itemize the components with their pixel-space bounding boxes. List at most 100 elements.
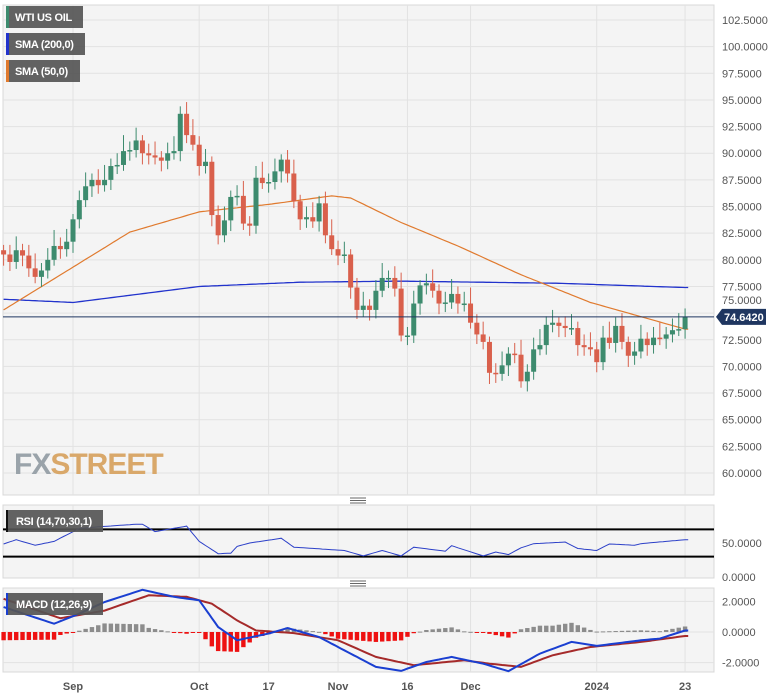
candle-body: [499, 365, 505, 374]
candlestick: [89, 173, 95, 197]
price-axis-label: 87.5000: [722, 175, 762, 187]
candle-body: [474, 322, 480, 335]
macd-histogram-bar: [512, 632, 517, 634]
macd-histogram-bar: [436, 628, 442, 632]
macd-histogram-bar: [102, 623, 107, 632]
candlestick: [474, 314, 480, 345]
candlestick: [253, 166, 259, 234]
candle-body: [38, 270, 44, 277]
candle-body: [83, 186, 89, 201]
candlestick: [177, 106, 183, 162]
candlestick: [285, 150, 291, 183]
legend-sma200[interactable]: SMA (200,0): [6, 33, 85, 55]
time-axis-label: Dec: [460, 681, 480, 693]
candle-body: [335, 249, 341, 256]
current-price-label: 74.6420: [724, 312, 764, 324]
candlestick: [7, 244, 13, 272]
candle-body: [209, 161, 215, 216]
macd-histogram-bar: [178, 632, 183, 634]
candlestick: [657, 322, 663, 346]
candlestick: [1, 244, 7, 266]
time-axis-label: 16: [401, 681, 413, 693]
price-axis-label: 85.0000: [722, 202, 762, 214]
macd-histogram-bar: [146, 627, 151, 632]
legend-wti-label: WTI US OIL: [15, 12, 72, 24]
macd-histogram-bar: [575, 625, 581, 632]
candle-body: [272, 171, 278, 183]
macd-histogram-bar: [77, 630, 82, 632]
candle-body: [657, 337, 663, 340]
candlestick: [303, 206, 309, 228]
candlestick: [234, 185, 240, 206]
candle-body: [360, 305, 366, 310]
legend-rsi[interactable]: RSI (14,70,30,1): [6, 510, 103, 532]
candle-body: [240, 195, 246, 224]
rsi-panel[interactable]: [2, 504, 715, 579]
candle-body: [663, 334, 669, 339]
macd-histogram-bar: [361, 632, 366, 641]
rsi-axis-label: 0.0000: [722, 572, 756, 584]
candlestick: [203, 148, 209, 174]
candle-body: [102, 179, 108, 186]
legend-macd-label: MACD (12,26,9): [16, 599, 93, 611]
candlestick: [404, 326, 410, 346]
panel-resize-handle[interactable]: [350, 497, 366, 504]
candle-body: [398, 288, 404, 336]
candle-body: [512, 353, 518, 356]
macd-histogram-bar: [443, 628, 448, 632]
time-axis-label: Nov: [328, 681, 350, 693]
macd-histogram-bar: [58, 632, 63, 635]
macd-histogram-bar: [234, 632, 240, 652]
candlestick: [215, 205, 221, 245]
candle-body: [613, 325, 619, 343]
candle-body: [228, 196, 234, 221]
macd-histogram-bar: [525, 628, 530, 632]
legend-sma50[interactable]: SMA (50,0): [6, 60, 80, 82]
candle-body: [266, 182, 272, 184]
candlestick: [76, 190, 82, 229]
candlestick: [348, 249, 354, 299]
price-axis-label: 100.0000: [722, 42, 768, 54]
macd-histogram-bar: [386, 632, 391, 642]
candle-body: [606, 337, 612, 343]
macd-histogram-bar: [51, 632, 57, 640]
macd-histogram-bar: [222, 632, 227, 652]
panel-resize-handle[interactable]: [350, 580, 366, 587]
candle-body: [291, 173, 297, 202]
macd-histogram-bar: [632, 630, 637, 632]
candlestick: [392, 266, 398, 297]
macd-histogram-bar: [480, 632, 486, 633]
candlestick: [171, 136, 177, 160]
candle-body: [196, 144, 202, 167]
candlestick: [486, 336, 492, 384]
legend-macd[interactable]: MACD (12,26,9): [6, 593, 103, 615]
macd-histogram-bar: [638, 630, 644, 632]
candle-body: [404, 335, 410, 338]
macd-histogram-bar: [670, 628, 675, 632]
macd-histogram-bar: [316, 631, 322, 633]
candle-body: [550, 322, 556, 325]
candle-body: [386, 277, 392, 280]
candle-body: [89, 179, 95, 187]
candle-body: [581, 345, 587, 348]
macd-histogram-bar: [626, 630, 631, 632]
price-axis-label: 102.5000: [722, 15, 768, 27]
candlestick: [600, 325, 606, 371]
candlestick: [139, 135, 145, 165]
candlestick: [209, 156, 215, 227]
price-panel[interactable]: [2, 4, 715, 496]
legend-wti[interactable]: WTI US OIL: [6, 6, 83, 28]
candlestick: [543, 316, 549, 355]
candle-body: [644, 338, 650, 346]
macd-histogram-bar: [26, 632, 32, 640]
macd-histogram-bar: [253, 632, 259, 638]
macd-histogram-bar: [411, 632, 416, 634]
candlestick: [278, 154, 284, 183]
macd-histogram-bar: [140, 624, 145, 632]
candlestick: [291, 159, 297, 209]
candle-body: [203, 161, 209, 167]
candle-body: [57, 245, 63, 250]
candlestick: [146, 143, 152, 165]
macd-line: [3, 588, 689, 673]
